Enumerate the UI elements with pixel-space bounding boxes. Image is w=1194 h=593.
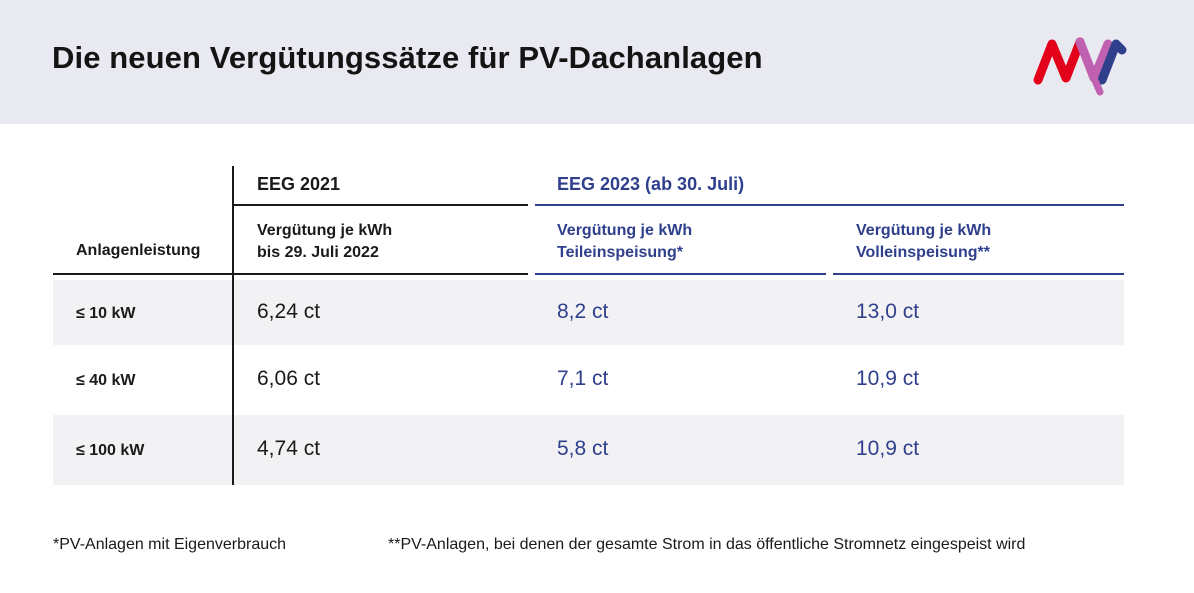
header-col2: Vergütung je kWh Teileinspeisung*: [557, 220, 692, 264]
row-2-eeg2021: 6,06 ct: [257, 367, 321, 390]
header-eeg2023: EEG 2023 (ab 30. Juli): [557, 174, 745, 194]
header-col2-line2: Teileinspeisung*: [557, 244, 683, 261]
row-label-3: ≤ 100 kW: [76, 442, 145, 459]
header-band: Die neuen Vergütungssätze für PV-Dachanl…: [0, 0, 1194, 124]
voll-underline: [833, 273, 1124, 275]
row-3-eeg2021: 4,74 ct: [257, 437, 321, 460]
row-1-voll: 13,0 ct: [856, 300, 920, 323]
page-title: Die neuen Vergütungssätze für PV-Dachanl…: [52, 40, 763, 75]
header-anlagenleistung: Anlagenleistung: [76, 242, 201, 259]
header-col1-line1: Vergütung je kWh: [257, 222, 393, 239]
header-col3-line1: Vergütung je kWh: [856, 222, 992, 239]
row-1-teil: 8,2 ct: [557, 300, 609, 323]
row-1-eeg2021: 6,24 ct: [257, 300, 321, 323]
eeg2023-underline: [535, 204, 1124, 206]
header-col3: Vergütung je kWh Volleinspeisung**: [856, 220, 991, 264]
row-3-teil: 5,8 ct: [557, 437, 609, 460]
row-3-voll: 10,9 ct: [856, 437, 920, 460]
header-col3-line2: Volleinspeisung**: [856, 244, 990, 261]
footnote-one: *PV-Anlagen mit Eigenverbrauch: [53, 536, 287, 553]
row-label-1: ≤ 10 kW: [76, 305, 136, 322]
row-stripe-3: [53, 415, 1124, 485]
header-bottom-line-black: [53, 273, 528, 275]
row-2-voll: 10,9 ct: [856, 367, 920, 390]
header-col2-line1: Vergütung je kWh: [557, 222, 693, 239]
row-label-2: ≤ 40 kW: [76, 372, 136, 389]
column-divider: [232, 166, 234, 485]
table-card: EEG 2021 EEG 2023 (ab 30. Juli) Anlagenl…: [0, 124, 1194, 593]
teil-underline: [535, 273, 826, 275]
footnote-two: **PV-Anlagen, bei denen der gesamte Stro…: [388, 536, 1026, 553]
header-eeg2021: EEG 2021: [257, 174, 341, 194]
header-col1: Vergütung je kWh bis 29. Juli 2022: [257, 220, 392, 264]
eeg2021-underline: [234, 204, 528, 206]
mvv-logo-icon: [1033, 37, 1127, 96]
header-col1-line2: bis 29. Juli 2022: [257, 244, 379, 261]
row-2-teil: 7,1 ct: [557, 367, 609, 390]
row-stripe-1: [53, 280, 1124, 345]
